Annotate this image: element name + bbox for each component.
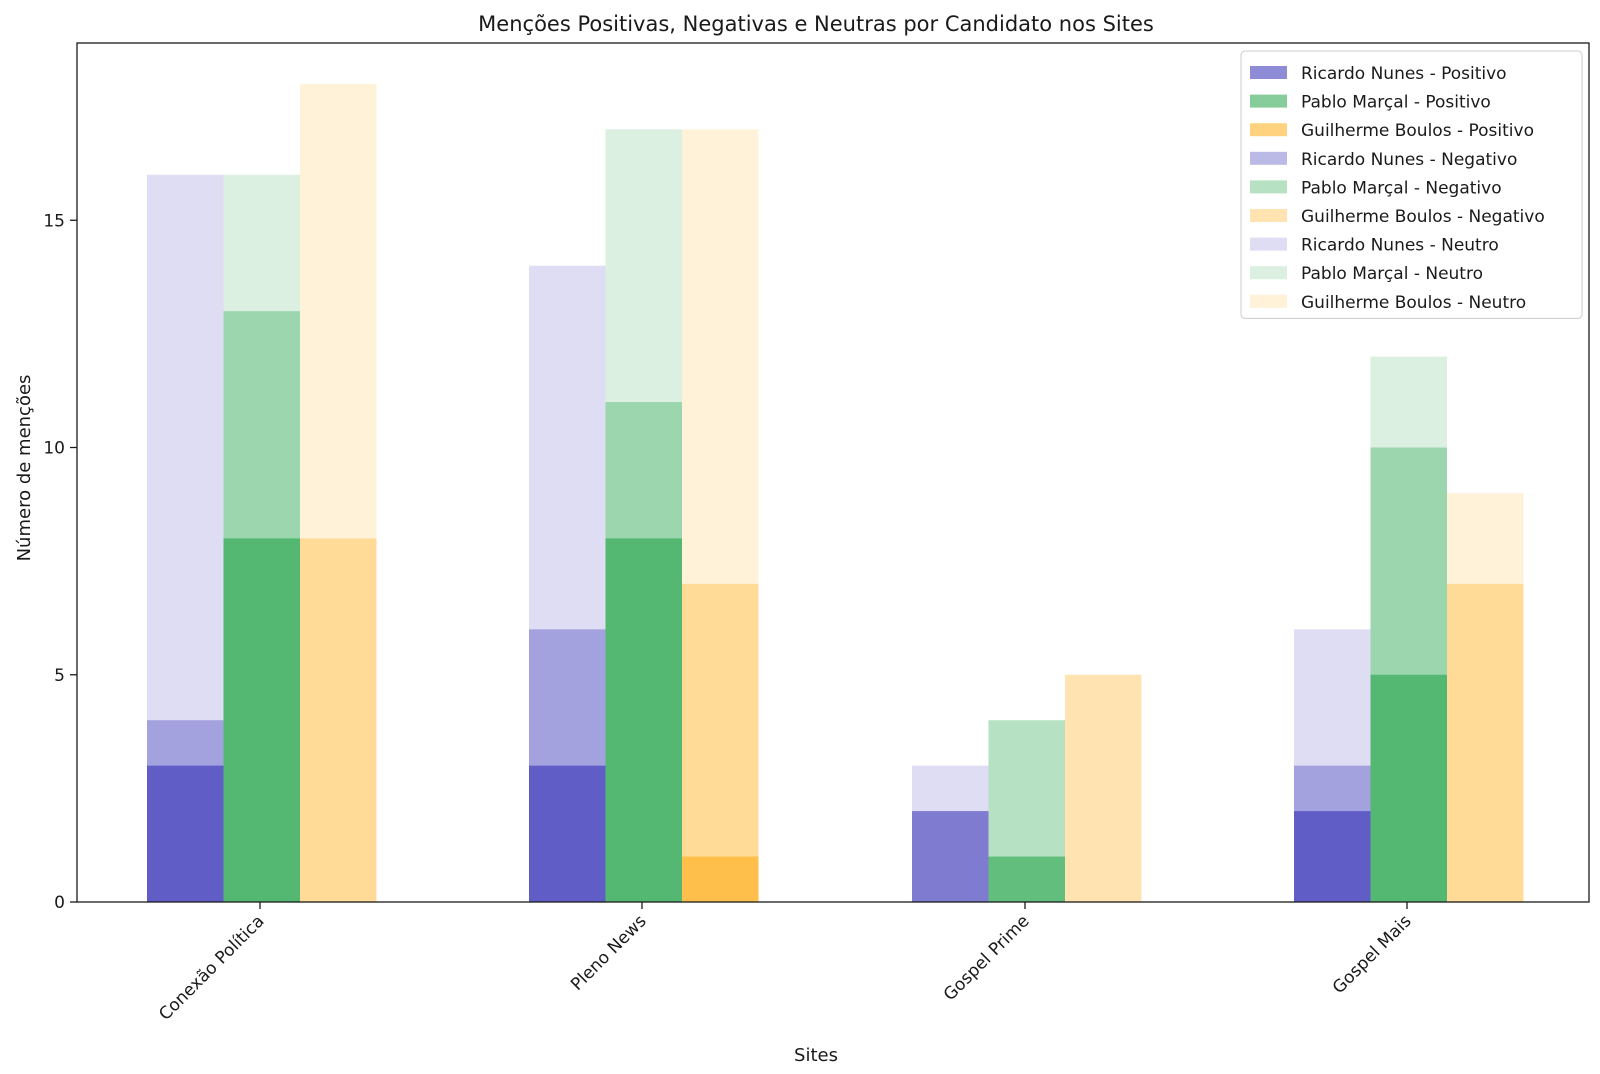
bar-guilherme-boulos-negativo-pleno-news (682, 583, 759, 902)
legend-entry-label: Pablo Marçal - Positivo (1301, 93, 1491, 113)
plot-frame (76, 42, 1590, 903)
y-tick-label: 15 (43, 211, 65, 231)
bar-pablo-marcal-positivo-pleno-news (605, 538, 682, 902)
bar-ricardo-nunes-negativo-conexao-politica (147, 720, 224, 902)
legend-entry-label: Guilherme Boulos - Negativo (1301, 207, 1545, 227)
bar-ricardo-nunes-negativo-pleno-news (529, 629, 606, 902)
legend-swatch (1250, 151, 1287, 165)
legend-swatch (1250, 294, 1287, 308)
legend-swatch (1250, 237, 1287, 251)
bar-ricardo-nunes-positivo-pleno-news (529, 765, 606, 902)
bar-guilherme-boulos-negativo-conexao-politica (300, 538, 377, 902)
bar-ricardo-nunes-positivo-gospel-mais (1294, 811, 1371, 902)
bar-ricardo-nunes-neutro-pleno-news (529, 265, 606, 902)
legend-entry-label: Guilherme Boulos - Neutro (1301, 293, 1526, 313)
bar-guilherme-boulos-neutro-pleno-news (682, 129, 759, 902)
bar-ricardo-nunes-neutro-gospel-prime (912, 765, 989, 902)
bar-guilherme-boulos-positivo-pleno-news (682, 856, 759, 902)
bar-pablo-marcal-positivo-gospel-mais (1370, 674, 1447, 902)
bar-ricardo-nunes-positivo-conexao-politica (147, 765, 224, 902)
legend-swatch (1250, 209, 1287, 222)
legend-entry-label: Pablo Marçal - Negativo (1301, 178, 1502, 198)
bar-pablo-marcal-neutro-pleno-news (605, 129, 682, 902)
legend-entry-label: Ricardo Nunes - Positivo (1301, 64, 1507, 84)
legend-swatch (1250, 266, 1287, 280)
bar-pablo-marcal-negativo-gospel-prime (988, 720, 1065, 902)
legend-swatch (1250, 94, 1287, 108)
bar-pablo-marcal-positivo-conexao-politica (223, 538, 300, 902)
bar-ricardo-nunes-neutro-conexao-politica (147, 174, 224, 903)
bars-layer (147, 83, 1524, 903)
y-axis-label: Número de menções (14, 375, 35, 562)
y-tick-label: 5 (54, 666, 65, 686)
legend-swatch (1250, 180, 1287, 194)
legend: Ricardo Nunes - Positivo Pablo Marçal - P… (1240, 50, 1583, 319)
chart-title: Menções Positivas, Negativas e Neutras p… (478, 12, 1154, 36)
legend-swatch (1250, 123, 1287, 137)
bar-pablo-marcal-positivo-gospel-prime (988, 856, 1065, 902)
x-axis-label: Sites (794, 1045, 838, 1066)
legend-swatch (1250, 66, 1287, 79)
bar-guilherme-boulos-neutro-gospel-mais (1447, 492, 1524, 902)
bar-pablo-marcal-negativo-pleno-news (605, 402, 682, 902)
bar-ricardo-nunes-negativo-gospel-mais (1294, 765, 1371, 902)
bar-guilherme-boulos-negativo-gospel-prime (1065, 674, 1142, 902)
legend-frame (1240, 50, 1583, 319)
y-tick-label: 0 (54, 893, 65, 913)
y-tick-label: 10 (43, 439, 65, 459)
bar-pablo-marcal-negativo-gospel-mais (1370, 447, 1447, 902)
legend-entry-label: Guilherme Boulos - Positivo (1301, 121, 1534, 141)
bar-guilherme-boulos-negativo-gospel-mais (1447, 583, 1524, 902)
legend-entry-label: Ricardo Nunes - Neutro (1301, 236, 1499, 256)
bar-pablo-marcal-neutro-conexao-politica (223, 174, 300, 903)
bar-guilherme-boulos-neutro-conexao-politica (300, 83, 377, 902)
bar-pablo-marcal-neutro-gospel-mais (1370, 356, 1447, 903)
bar-ricardo-nunes-positivo-gospel-prime (912, 811, 989, 902)
legend-entry-label: Pablo Marçal - Neutro (1301, 264, 1483, 284)
bar-pablo-marcal-negativo-conexao-politica (223, 311, 300, 902)
legend-entry-label: Ricardo Nunes - Negativo (1301, 150, 1517, 170)
bar-ricardo-nunes-neutro-gospel-mais (1294, 629, 1371, 902)
